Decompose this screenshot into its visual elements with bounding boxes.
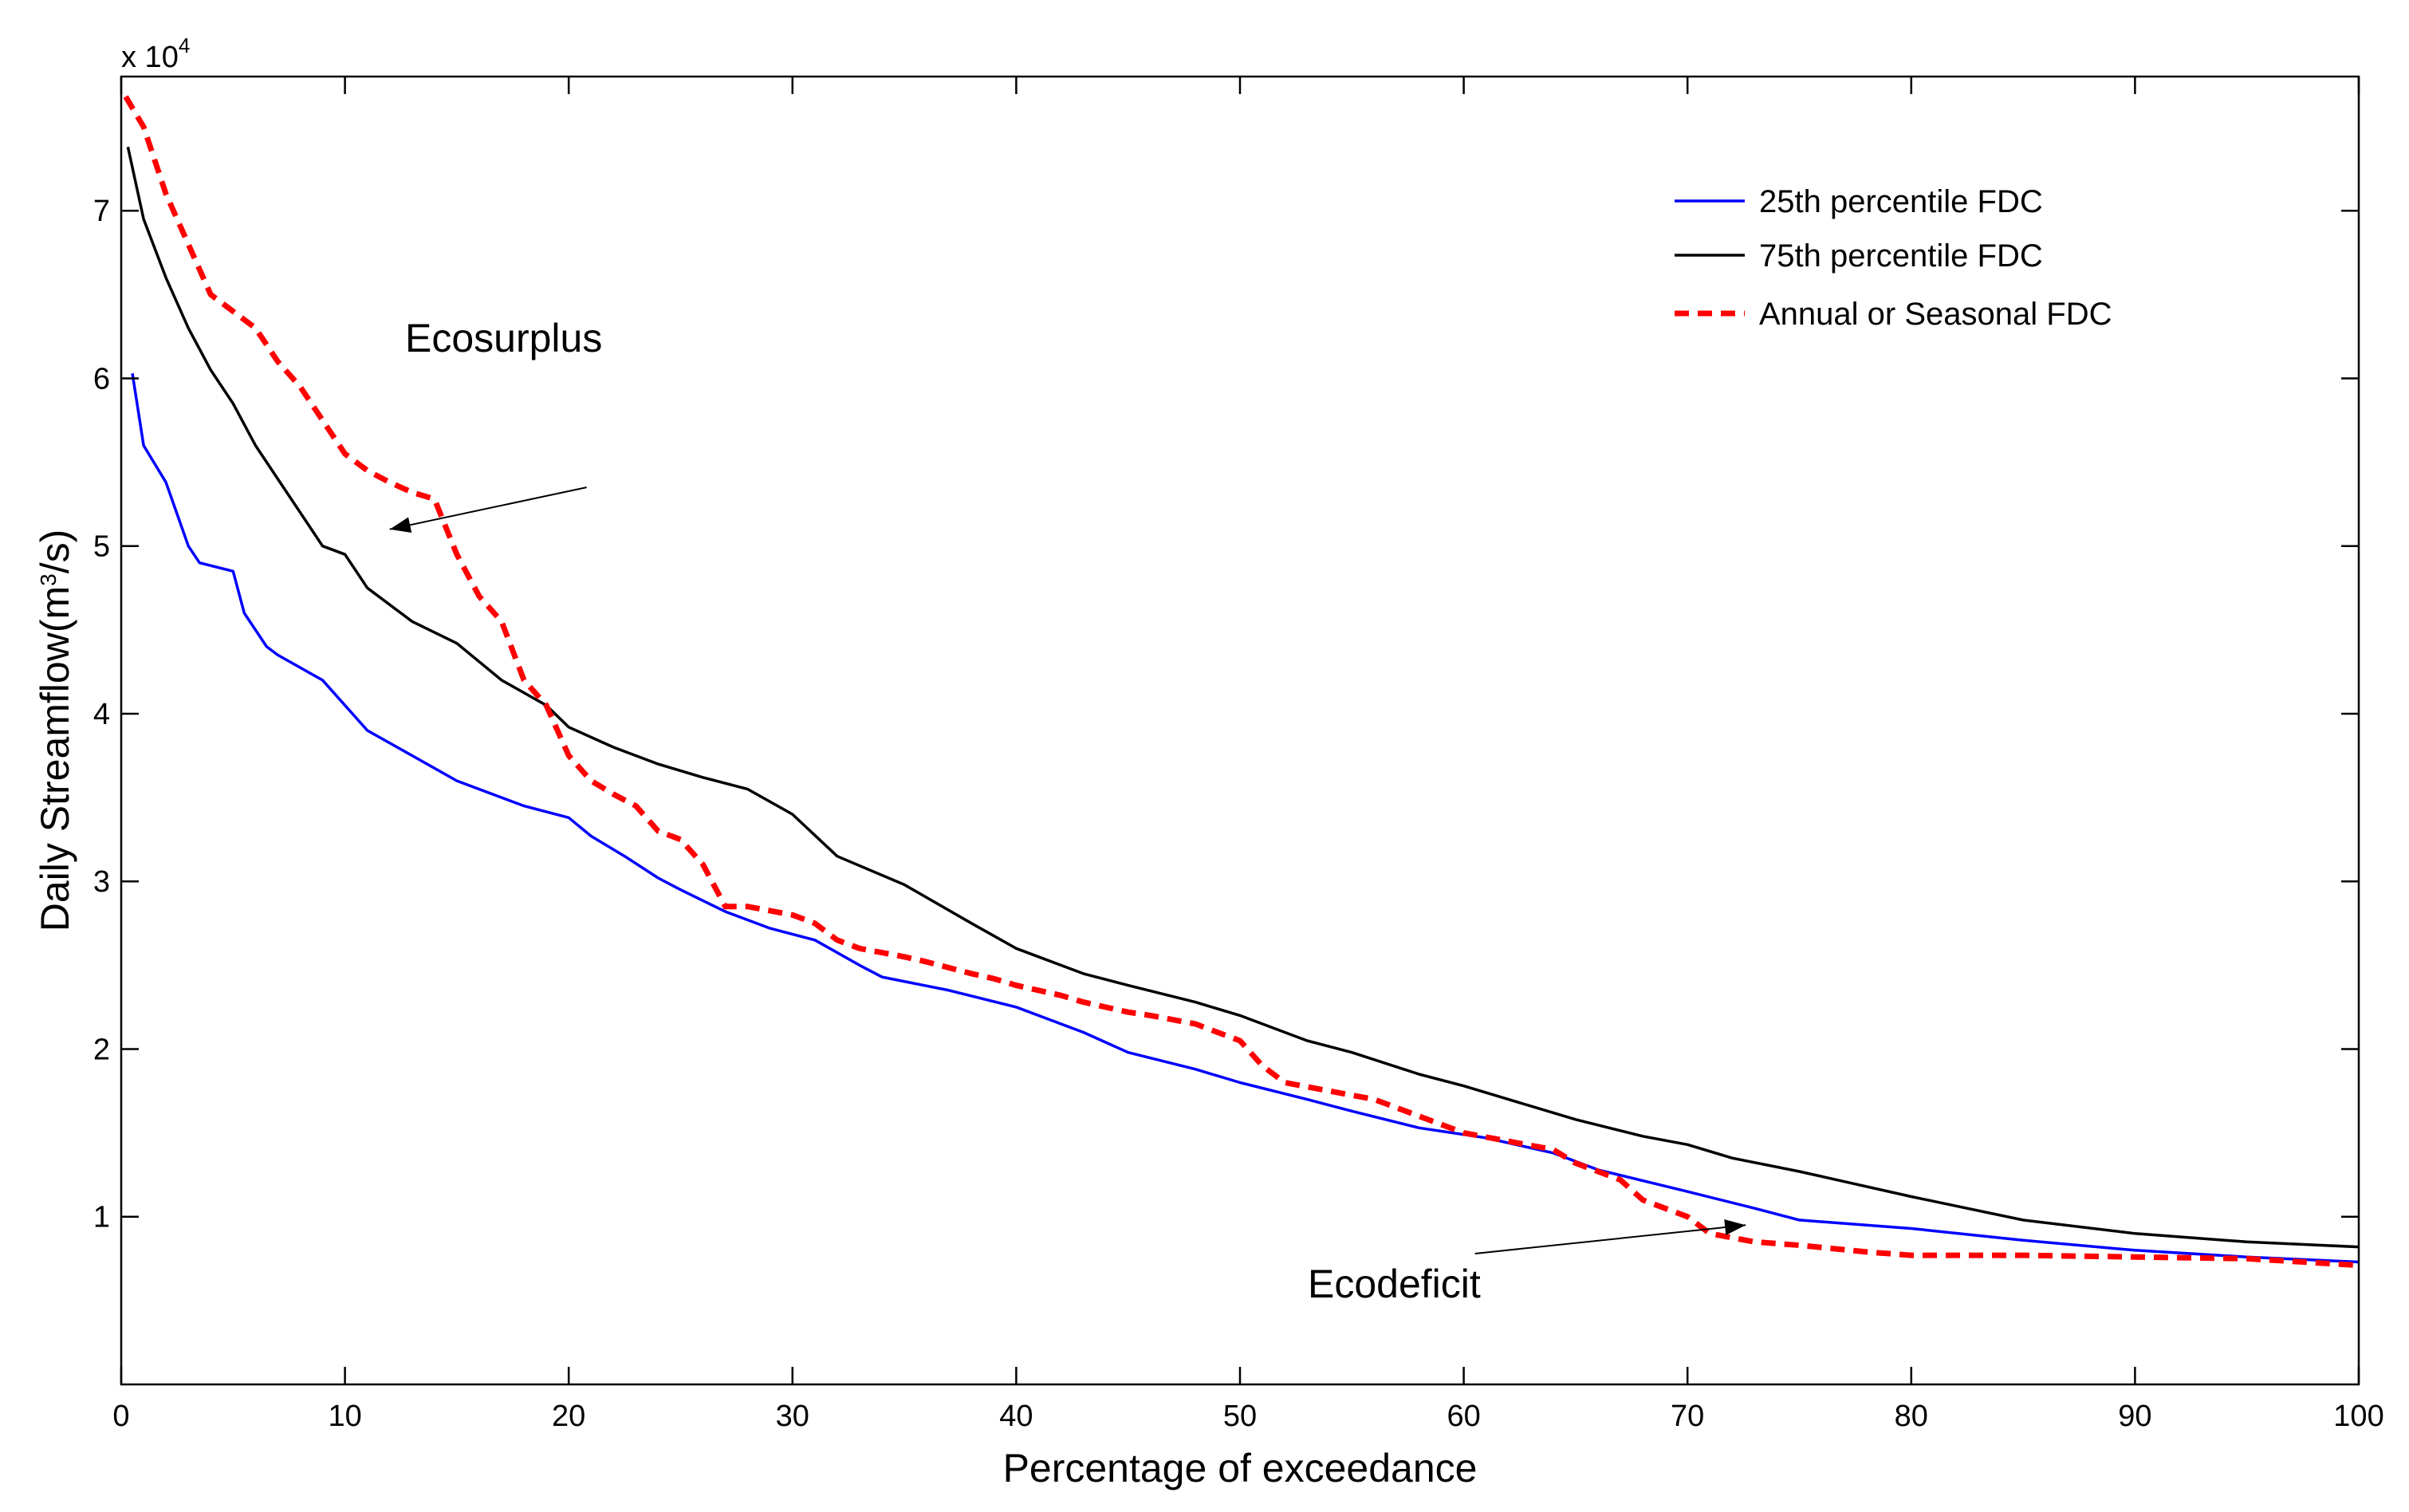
x-tick-label: 20 <box>552 1400 585 1433</box>
x-tick-label: 70 <box>1671 1400 1704 1433</box>
plot-area <box>121 77 2359 1384</box>
legend-label-25th: 25th percentile FDC <box>1759 184 2043 219</box>
annotations: Ecosurplus Ecodeficit <box>389 316 1746 1306</box>
y-axis-title-tail: /s) <box>33 530 77 574</box>
x-tick-label: 10 <box>328 1400 361 1433</box>
x-tick-label: 60 <box>1447 1400 1480 1433</box>
ticks-layer: 0 10 20 30 40 50 60 70 80 90 100 1 2 3 4 5 6 7 <box>93 77 2384 1433</box>
series-line-2 <box>126 146 2360 1249</box>
legend: 25th percentile FDC 75th percentile FDC … <box>1675 184 2112 332</box>
y-tick-label: 2 <box>93 1033 110 1066</box>
legend-label-75th: 75th percentile FDC <box>1759 238 2043 274</box>
y-multiplier: x 104 <box>121 33 190 74</box>
y-axis-title-main: Daily Streamflow(m <box>33 586 77 931</box>
y-tick-label: 7 <box>93 195 110 228</box>
x-axis-title: Percentage of exceedance <box>1003 1446 1478 1490</box>
series-line-1 <box>131 372 2360 1264</box>
x-tick-label: 0 <box>112 1400 129 1433</box>
x-tick-label: 100 <box>2333 1400 2383 1433</box>
x-tick-label: 40 <box>999 1400 1033 1433</box>
x-tick-label: 50 <box>1223 1400 1257 1433</box>
ecosurplus-arrow-shaft <box>389 486 587 530</box>
y-multiplier-base: x 10 <box>121 41 179 74</box>
y-tick-label: 6 <box>93 362 110 396</box>
y-tick-label: 4 <box>93 698 110 731</box>
y-tick-label: 1 <box>93 1201 110 1234</box>
annotation-ecodeficit: Ecodeficit <box>1308 1262 1481 1306</box>
series-line-3 <box>123 95 2360 1269</box>
series-layer <box>123 95 2360 1269</box>
y-tick-label: 3 <box>93 865 110 899</box>
y-axis-title-sup: 3 <box>36 573 61 586</box>
annotation-ecosurplus: Ecosurplus <box>405 316 602 360</box>
legend-label-annual: Annual or Seasonal FDC <box>1759 297 2112 332</box>
ecodeficit-arrow-head <box>1724 1219 1746 1235</box>
x-tick-label: 80 <box>1895 1400 1928 1433</box>
ecodeficit-arrow-shaft <box>1474 1224 1746 1254</box>
y-tick-label: 5 <box>93 530 110 564</box>
x-tick-label: 30 <box>776 1400 809 1433</box>
x-tick-label: 90 <box>2118 1400 2151 1433</box>
ecosurplus-arrow-head <box>389 517 412 534</box>
y-multiplier-exp: 4 <box>179 33 190 57</box>
y-axis-title: Daily Streamflow(m3/s) <box>33 530 77 932</box>
